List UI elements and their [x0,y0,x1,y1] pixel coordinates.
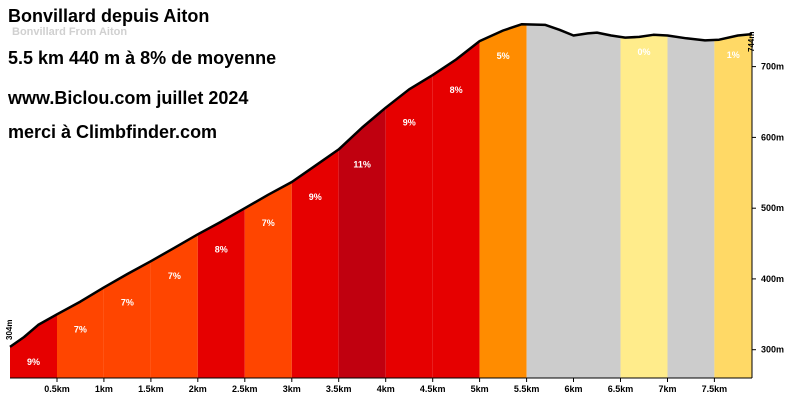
gradient-label-9: 9% [403,118,416,128]
x-tick-label: 1.5km [138,384,164,394]
gradient-segment-10 [432,41,480,378]
x-tick-label: 4km [377,384,395,394]
x-tick-label: 2.5km [232,384,258,394]
gradient-segment-7 [291,149,339,378]
x-tick-label: 1km [95,384,113,394]
gradient-segment-12 [526,24,574,379]
gradient-segment-6 [244,182,292,378]
chart-title: Bonvillard depuis Aiton [8,6,210,26]
gradient-segment-16 [714,34,752,378]
gradient-segments [10,24,752,379]
y-axis-ticks: 300m 400m 500m 600m 700m [752,62,784,355]
climb-stats: 5.5 km 440 m à 8% de moyenne [8,48,277,68]
x-tick-label: 2km [189,384,207,394]
x-tick-label: 7.5km [702,384,728,394]
x-axis-ticks: 0.5km 1km 1.5km 2km 2.5km 3km 3.5km 4km 4.5km 5km… [44,378,727,394]
gradient-label-7: 9% [309,192,322,202]
gradient-segment-3 [103,261,151,378]
gradient-segment-8 [338,107,386,378]
y-tick-label: 300m [761,345,784,355]
gradient-label-5: 8% [215,244,228,254]
gradient-segment-4 [150,234,198,378]
gradient-segment-5 [197,208,245,378]
gradient-labels: 9% 7% 7% 7% 8% 7% 9% 11% 9% 8% 5% 0% 1% [27,47,740,367]
gradient-label-4: 7% [168,271,181,281]
gradient-segment-1 [10,314,57,378]
y-tick-label: 700m [761,62,784,72]
profile-line [9,22,753,348]
chart-subtitle: Bonvillard From Aiton [12,26,128,38]
gradient-segment-9 [385,75,433,378]
gradient-label-6: 7% [262,218,275,228]
gradient-segment-13 [573,32,621,378]
x-tick-label: 4.5km [420,384,446,394]
site-credit: www.Biclou.com juillet 2024 [8,88,249,108]
x-tick-label: 7km [658,384,676,394]
y-tick-label: 500m [761,203,784,213]
y-tick-label: 600m [761,132,784,142]
gradient-label-16: 1% [727,50,740,60]
y-tick-label: 400m [761,274,784,284]
start-altitude-label: 304m [5,320,14,340]
gradient-segment-2 [57,287,104,378]
gradient-segment-11 [479,24,527,378]
x-tick-label: 3km [283,384,301,394]
x-tick-label: 6km [564,384,582,394]
data-credit: merci à Climbfinder.com [8,122,218,142]
x-tick-label: 0.5km [44,384,70,394]
gradient-label-3: 7% [121,297,134,307]
gradient-label-11: 5% [497,51,510,61]
gradient-label-10: 8% [450,85,463,95]
gradient-segment-15 [667,35,715,378]
x-tick-label: 5km [471,384,489,394]
gradient-label-2: 7% [74,324,87,334]
gradient-segment-14 [620,34,668,379]
gradient-label-14: 0% [637,47,650,57]
gradient-label-1: 9% [27,357,40,367]
x-tick-label: 3.5km [326,384,352,394]
gradient-label-8: 11% [353,159,371,169]
x-tick-label: 5.5km [514,384,540,394]
end-altitude-label: 744m [747,32,756,52]
x-tick-label: 6.5km [608,384,634,394]
